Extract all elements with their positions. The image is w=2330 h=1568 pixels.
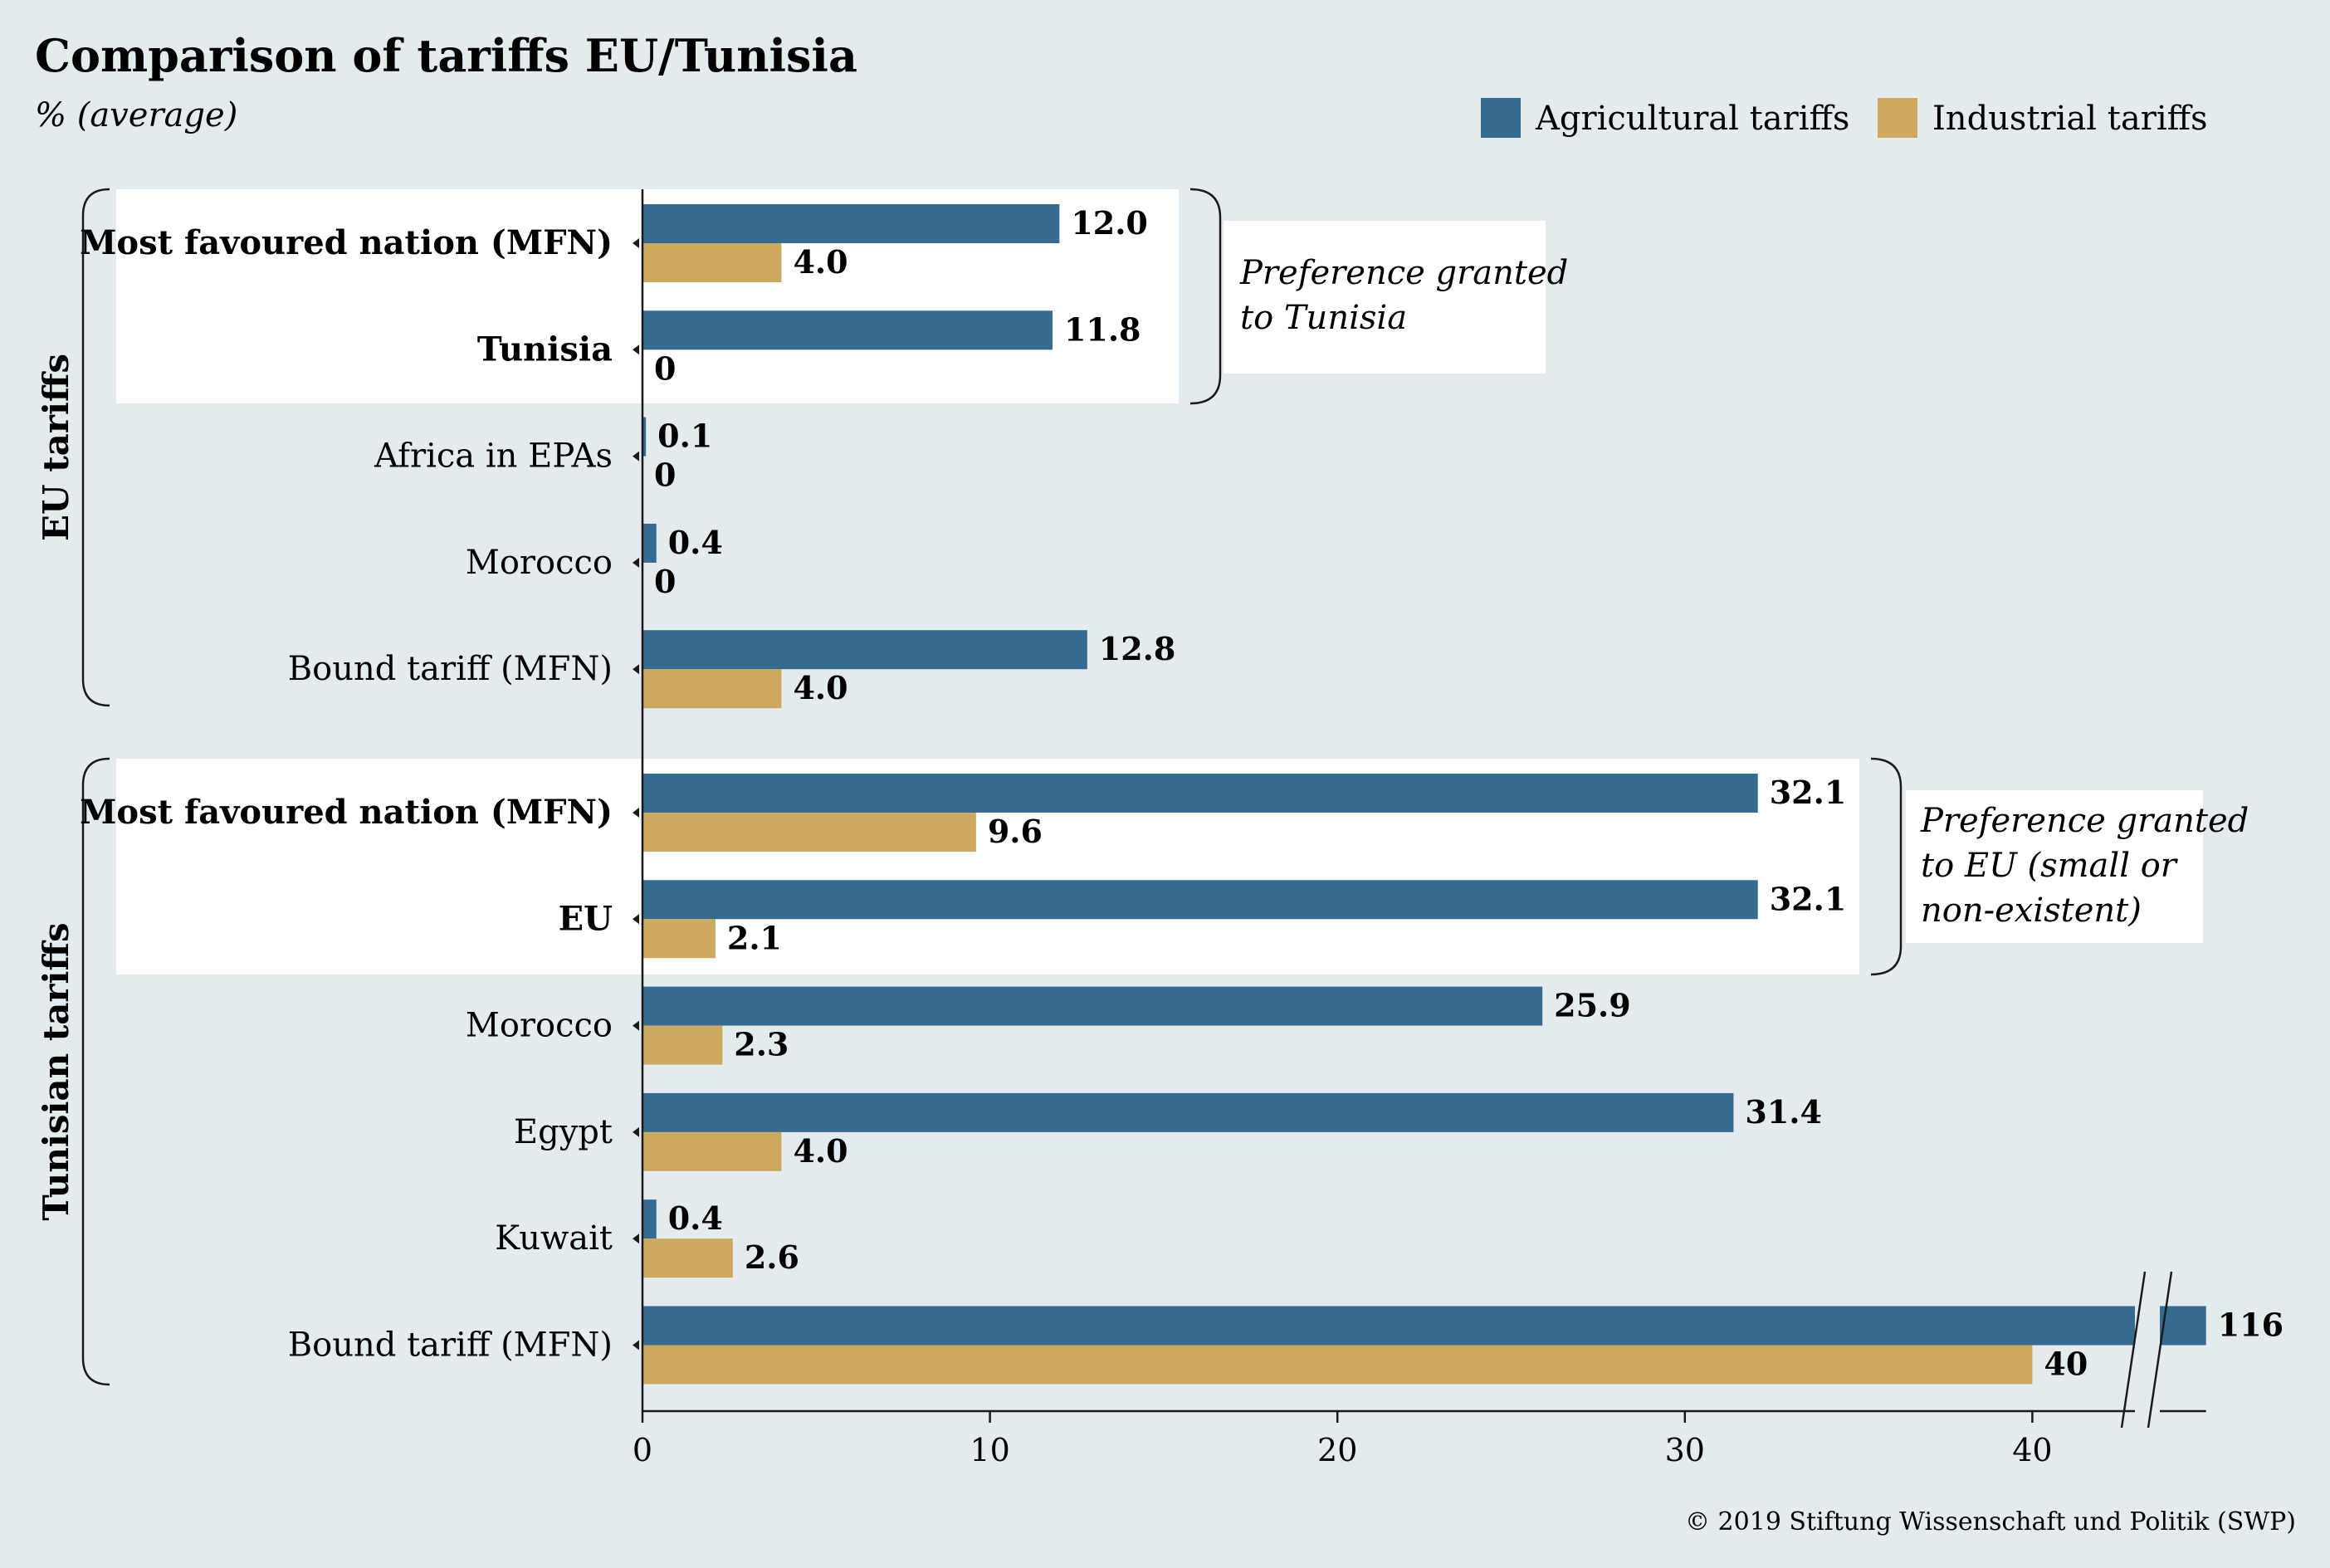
value-label-industrial: 0	[654, 349, 676, 387]
value-label-agricultural: 0.1	[657, 418, 712, 455]
bar-industrial	[642, 1025, 723, 1065]
value-label-industrial: 9.6	[988, 813, 1043, 850]
category-pointer	[633, 1233, 639, 1244]
x-tick-label: 10	[970, 1432, 1009, 1468]
value-label-industrial: 2.1	[727, 919, 782, 956]
category-label: Tunisia	[477, 330, 613, 369]
bar-industrial	[642, 813, 976, 852]
category-label: Bound tariff (MFN)	[288, 1326, 613, 1365]
category-pointer	[633, 914, 639, 925]
category-label: Most favoured nation (MFN)	[80, 793, 613, 832]
eu-note-line-2: to Tunisia	[1240, 299, 1407, 337]
value-label-agricultural: 116	[2218, 1307, 2284, 1344]
bar-agricultural	[642, 204, 1060, 243]
eu-group-bracket	[81, 188, 110, 707]
bar-agricultural	[642, 880, 1758, 920]
value-label-agricultural: 12.8	[1099, 630, 1176, 667]
category-pointer	[633, 238, 639, 248]
category-pointer	[633, 344, 639, 355]
value-label-industrial: 40	[2044, 1346, 2088, 1383]
category-label: Egypt	[514, 1113, 613, 1151]
category-label: Africa in EPAs	[374, 437, 613, 476]
x-tick-label: 30	[1665, 1432, 1705, 1468]
bar-agricultural	[642, 417, 647, 457]
bars-layer: Most favoured nation (MFN) 12.0 4.0 Tunisia…	[80, 204, 2284, 1385]
value-label-agricultural: 31.4	[1745, 1093, 1822, 1131]
bar-agricultural	[642, 1092, 1734, 1132]
legend-swatch-agricultural	[1481, 98, 1521, 138]
eu-note-bracket	[1189, 188, 1222, 405]
credit-text: © 2019 Stiftung Wissenschaft und Politik…	[1685, 1507, 2296, 1536]
eu-note-line-1: Preference granted	[1239, 254, 1568, 292]
axis-break-slash	[2147, 1271, 2173, 1429]
bar-industrial	[642, 1131, 782, 1171]
chart-title: Comparison of tariffs EU/Tunisia	[35, 29, 857, 82]
eu-note-box	[1224, 221, 1546, 374]
value-label-agricultural: 25.9	[1554, 987, 1631, 1024]
category-label: Morocco	[466, 1007, 613, 1045]
category-pointer	[633, 451, 639, 462]
bar-industrial	[642, 243, 782, 282]
chart-subtitle: % (average)	[35, 96, 237, 134]
category-pointer	[633, 1126, 639, 1137]
tunisia-note-bracket	[1870, 757, 1903, 976]
axis-break-slash	[2120, 1271, 2147, 1429]
category-pointer	[633, 664, 639, 675]
category-label: Kuwait	[495, 1219, 613, 1258]
category-pointer	[633, 808, 639, 818]
axis-layer: 0 10 20 30 40	[633, 189, 2206, 1468]
bar-agricultural	[642, 630, 1087, 670]
axis-break-gap	[2135, 1262, 2160, 1428]
value-label-industrial: 4.0	[793, 669, 847, 706]
value-label-agricultural: 32.1	[1770, 774, 1847, 811]
value-label-agricultural: 12.0	[1071, 204, 1148, 242]
legend-label-industrial: Industrial tariffs	[1932, 100, 2208, 138]
value-label-industrial: 2.3	[734, 1026, 789, 1063]
category-label: Bound tariff (MFN)	[288, 650, 613, 688]
value-label-industrial: 4.0	[793, 1132, 847, 1170]
bar-agricultural	[642, 1199, 657, 1239]
tunisia-note-line-3: non-existent)	[1921, 891, 2142, 930]
tunisia-note-line-1: Preference granted	[1920, 802, 2249, 840]
legend-swatch-industrial	[1878, 98, 1917, 138]
bar-industrial	[642, 919, 716, 959]
category-label: Most favoured nation (MFN)	[80, 223, 613, 262]
value-label-agricultural: 32.1	[1770, 880, 1847, 917]
bar-agricultural	[642, 986, 1543, 1026]
value-label-industrial: 2.6	[745, 1238, 799, 1276]
x-tick-label: 0	[633, 1432, 652, 1468]
value-label-industrial: 0	[654, 457, 676, 494]
category-pointer	[633, 557, 639, 568]
value-label-agricultural: 11.8	[1064, 310, 1141, 348]
bar-agricultural	[642, 774, 1758, 813]
value-label-industrial: 0	[654, 563, 676, 600]
value-label-industrial: 4.0	[793, 243, 847, 281]
bar-industrial	[642, 1345, 2033, 1385]
group-label-eu: EU tariffs	[36, 354, 76, 541]
category-pointer	[633, 1020, 639, 1031]
category-pointer	[633, 1340, 639, 1351]
bar-agricultural	[642, 1306, 2206, 1346]
x-tick-label: 40	[2012, 1432, 2052, 1468]
category-label: EU	[559, 899, 613, 938]
group-label-tunisia: Tunisian tariffs	[36, 922, 76, 1220]
value-label-agricultural: 0.4	[668, 524, 723, 561]
bar-agricultural	[642, 310, 1053, 350]
category-label: Morocco	[466, 544, 613, 582]
tunisia-group-bracket	[81, 757, 110, 1386]
tunisia-note-line-2: to EU (small or	[1921, 847, 2179, 885]
legend-label-agricultural: Agricultural tariffs	[1535, 100, 1849, 138]
tunisia-note-box	[1906, 790, 2203, 943]
bar-industrial	[642, 669, 782, 709]
bar-agricultural	[642, 523, 657, 563]
bar-industrial	[642, 1238, 733, 1278]
x-tick-label: 20	[1317, 1432, 1357, 1468]
value-label-agricultural: 0.4	[668, 1199, 723, 1237]
